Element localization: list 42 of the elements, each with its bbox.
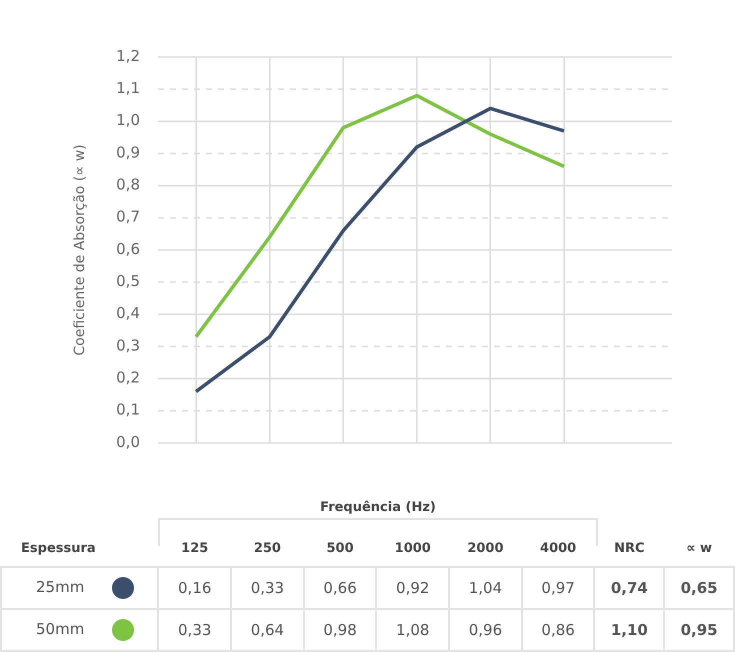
y-tick-label: 1,1: [116, 79, 140, 98]
data-label: 0,16: [158, 567, 232, 609]
x-tick-label: 2000: [466, 540, 505, 558]
text: ∝ w: [685, 540, 713, 558]
data-label: 0,92: [376, 567, 450, 609]
x-tick-label: 1000: [394, 540, 432, 558]
y-tick-label: 0,4: [116, 304, 140, 322]
y-tick-label: 1,2: [116, 46, 140, 65]
text: 0,74: [594, 567, 664, 609]
y-tick-label: 0,6: [116, 240, 140, 258]
data-label: 0,33: [231, 567, 304, 609]
y-tick-label: 0,1: [116, 400, 140, 419]
y-tick-label: 0,3: [116, 336, 140, 354]
data-label: 0,66: [304, 567, 376, 609]
text: NRC: [613, 540, 646, 558]
legend-label: 50mm: [1, 609, 158, 651]
y-tick-label: 0,9: [116, 143, 140, 162]
x-tick-label: 250: [252, 540, 282, 558]
x-tick-label: 4000: [539, 540, 578, 558]
y-tick-label: 0,2: [116, 368, 140, 387]
y-tick-label: 0,0: [116, 432, 140, 451]
data-label: 1,08: [376, 609, 450, 651]
x-tick-label: 500: [326, 540, 355, 558]
data-label: 0,86: [522, 609, 594, 651]
y-tick-label: 0,8: [116, 176, 140, 194]
data-label: 0,98: [304, 609, 376, 651]
data-label: 0,96: [449, 609, 522, 651]
y-tick-label: 1,0: [116, 111, 140, 130]
y-tick-label: 0,5: [116, 272, 140, 290]
text: Espessura: [20, 540, 97, 558]
data-label: 0,97: [522, 567, 594, 609]
x-axis-title: Frequência (Hz): [310, 500, 446, 515]
text: 0,65: [664, 567, 734, 609]
data-label: 0,64: [231, 609, 304, 651]
legend-label: 25mm: [1, 567, 158, 609]
y-tick-label: 0,7: [116, 208, 140, 226]
y-axis-title: Coeficiente de Absorção (∝ w): [72, 144, 88, 356]
data-label: 0,33: [158, 609, 232, 651]
data-label: 1,04: [449, 567, 522, 609]
text: 1,10: [594, 609, 664, 651]
text: 0,95: [664, 609, 734, 651]
x-tick-label: 125: [180, 540, 210, 558]
